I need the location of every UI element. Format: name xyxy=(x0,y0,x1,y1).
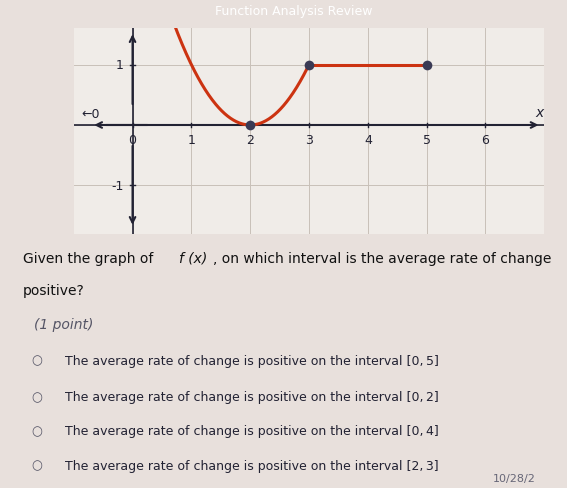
Text: f (x): f (x) xyxy=(179,251,207,265)
Text: ←0: ←0 xyxy=(82,108,100,121)
Text: ○: ○ xyxy=(31,354,42,367)
Text: 2: 2 xyxy=(246,134,254,146)
Text: The average rate of change is positive on the interval [2, 3]: The average rate of change is positive o… xyxy=(65,459,439,472)
Text: 1: 1 xyxy=(116,59,124,72)
Text: 3: 3 xyxy=(305,134,313,146)
Text: 5: 5 xyxy=(422,134,431,146)
Text: The average rate of change is positive on the interval [0, 4]: The average rate of change is positive o… xyxy=(65,425,439,438)
Text: -1: -1 xyxy=(111,180,124,192)
Text: Function Analysis Review: Function Analysis Review xyxy=(215,4,373,18)
Text: x: x xyxy=(535,106,544,120)
Text: 10/28/2: 10/28/2 xyxy=(493,473,536,483)
Text: ○: ○ xyxy=(31,459,42,472)
Text: 6: 6 xyxy=(481,134,489,146)
Text: ○: ○ xyxy=(31,425,42,438)
Text: The average rate of change is positive on the interval [0, 5]: The average rate of change is positive o… xyxy=(65,354,439,367)
Text: Given the graph of: Given the graph of xyxy=(23,251,158,265)
Text: 4: 4 xyxy=(364,134,372,146)
Text: The average rate of change is positive on the interval [0, 2]: The average rate of change is positive o… xyxy=(65,390,439,404)
Text: (1 point): (1 point) xyxy=(34,317,94,331)
Text: ○: ○ xyxy=(31,390,42,404)
Text: positive?: positive? xyxy=(23,283,84,297)
Text: 0: 0 xyxy=(129,134,137,146)
Text: 1: 1 xyxy=(188,134,195,146)
Text: , on which interval is the average rate of change: , on which interval is the average rate … xyxy=(213,251,551,265)
